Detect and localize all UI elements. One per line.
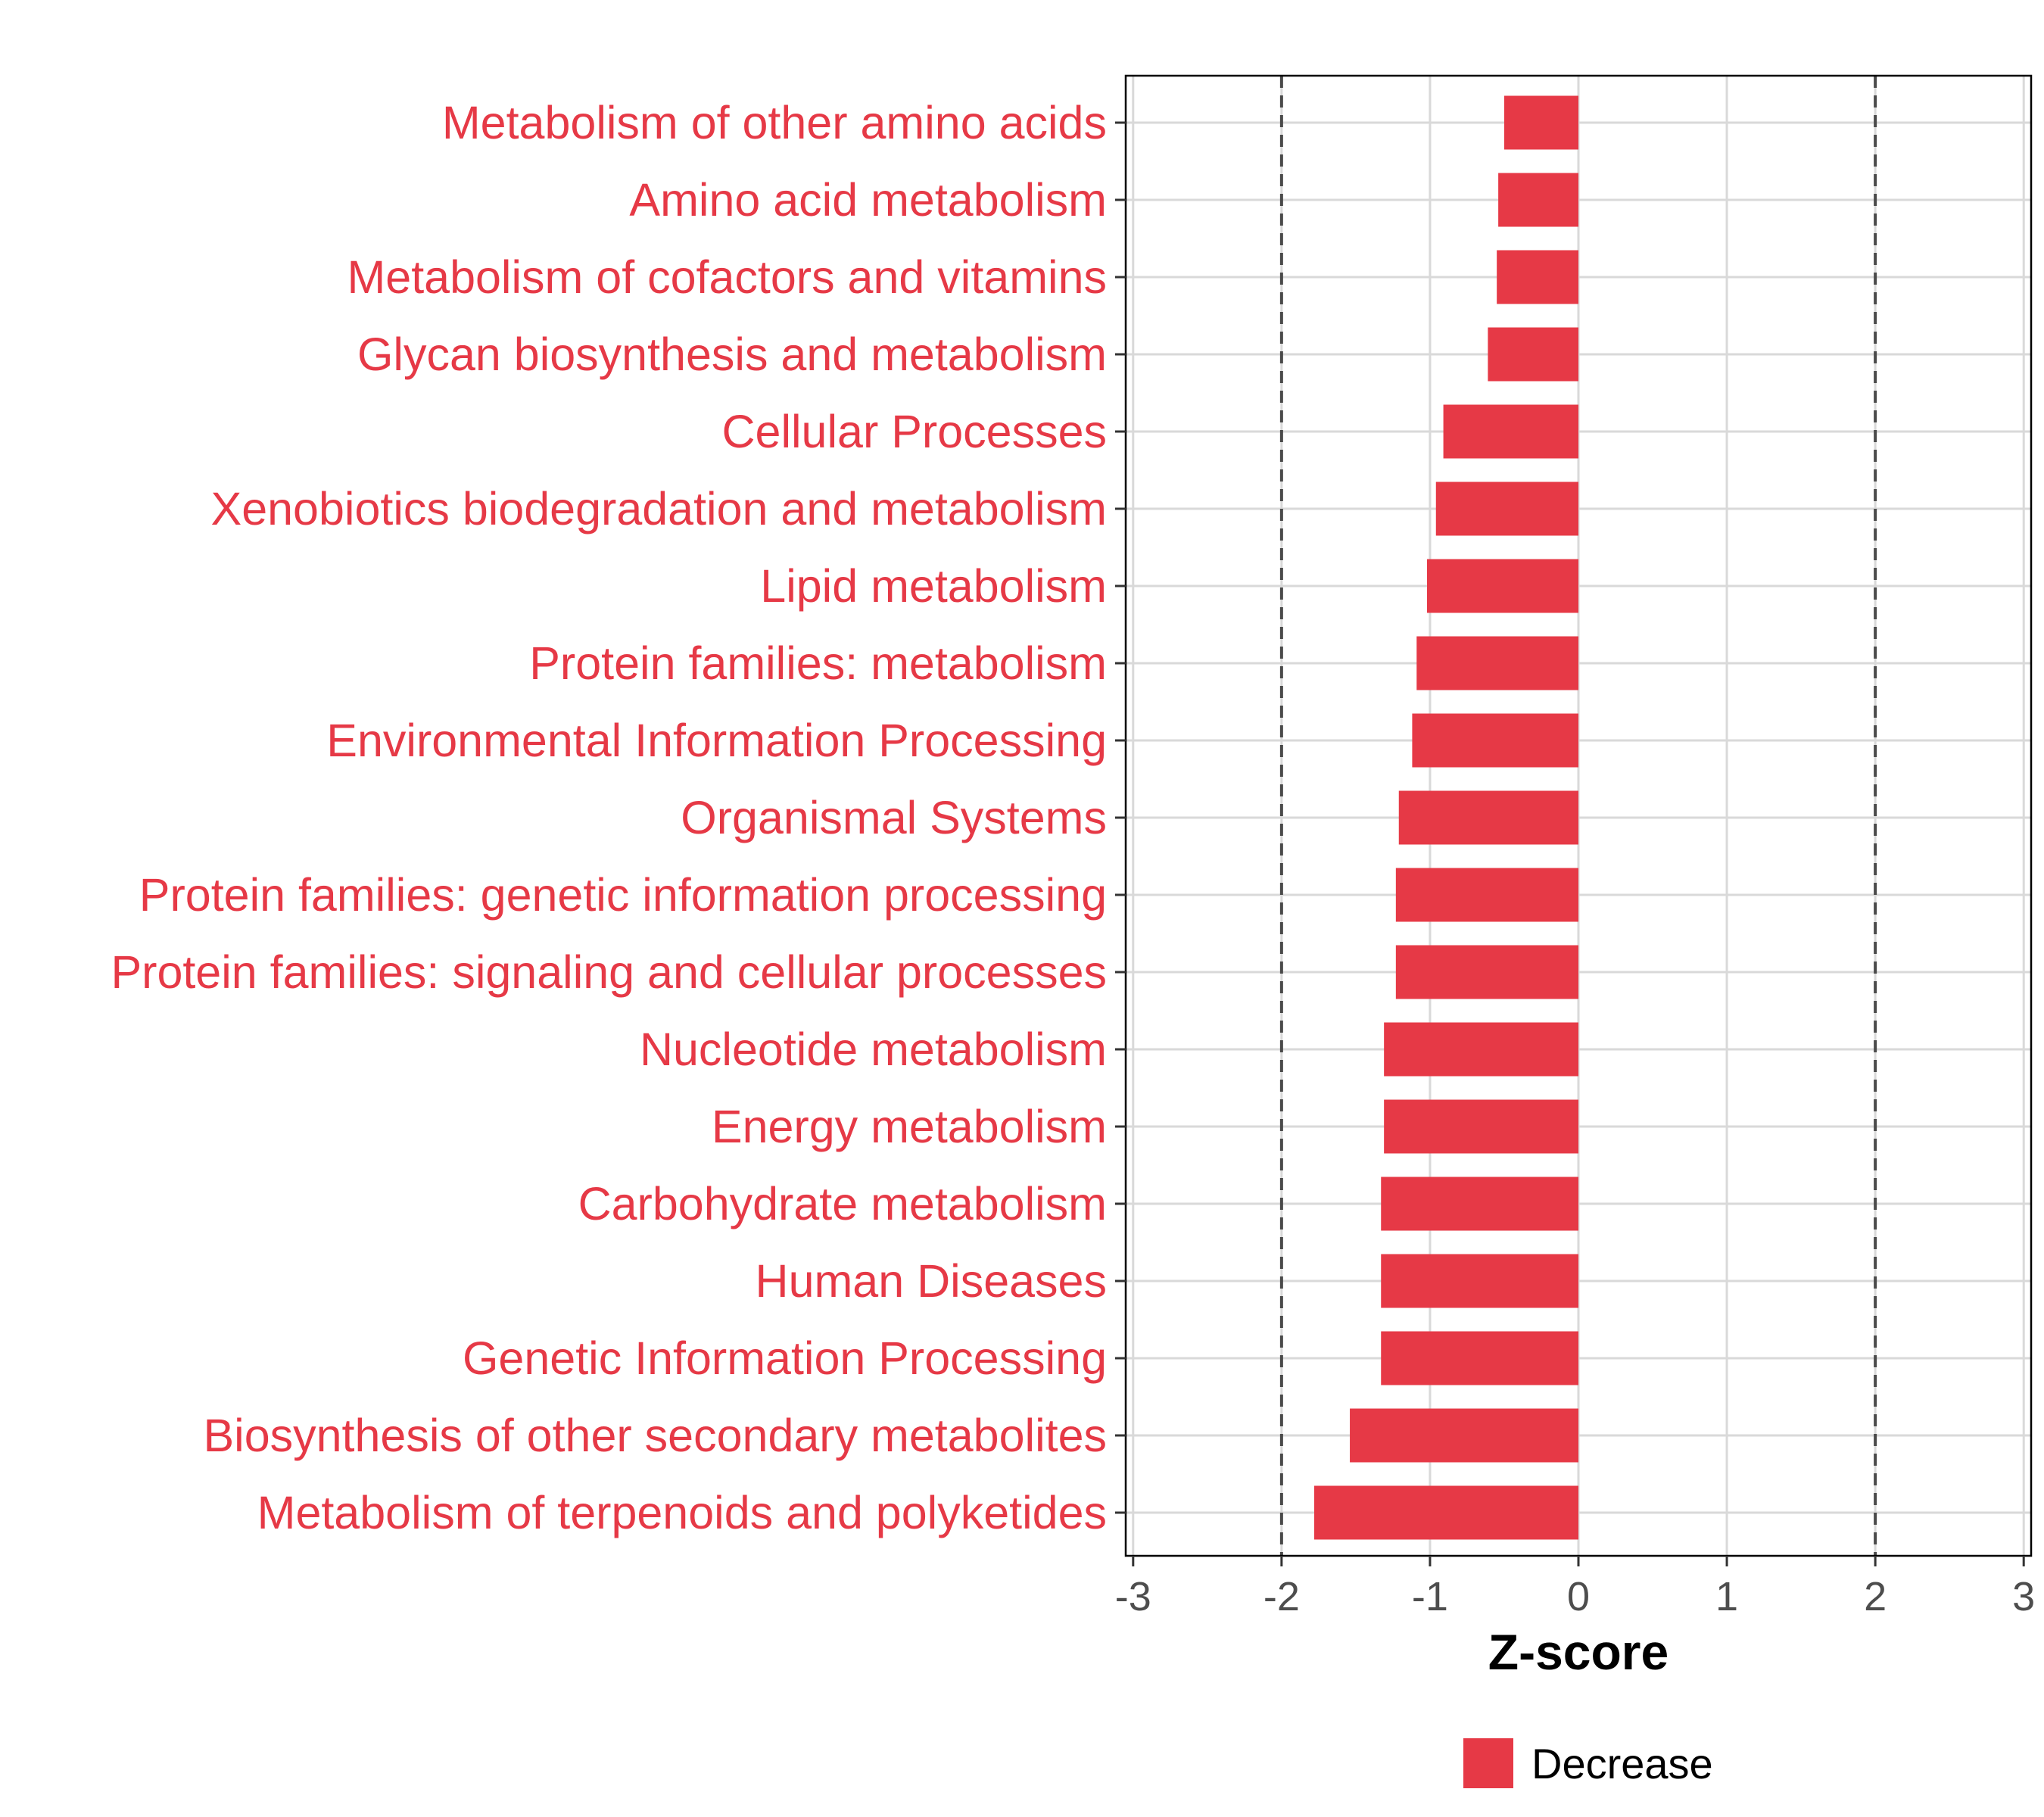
legend: Decrease <box>1463 1738 1713 1788</box>
legend-key-decrease <box>1463 1738 1513 1788</box>
bar <box>1381 1331 1578 1385</box>
category-label: Metabolism of other amino acids <box>442 97 1107 148</box>
category-label: Lipid metabolism <box>760 560 1107 612</box>
bar <box>1314 1485 1578 1540</box>
category-label: Carbohydrate metabolism <box>578 1178 1107 1230</box>
bar <box>1443 404 1578 459</box>
x-tick-label: 2 <box>1864 1574 1887 1619</box>
bar <box>1395 868 1578 922</box>
x-tick-layer: -3 -2 -1 0 1 2 3 <box>1115 1556 2035 1619</box>
category-label: Protein families: genetic information pr… <box>139 869 1107 921</box>
category-label: Organismal Systems <box>681 792 1107 843</box>
bar <box>1381 1254 1578 1308</box>
category-label: Environmental Information Processing <box>326 715 1107 766</box>
bar <box>1412 713 1578 768</box>
category-label: Amino acid metabolism <box>629 174 1107 226</box>
category-label: Genetic Information Processing <box>463 1332 1107 1384</box>
x-tick-label: -3 <box>1115 1574 1151 1619</box>
category-label: Human Diseases <box>756 1255 1107 1307</box>
x-tick-label: 1 <box>1715 1574 1738 1619</box>
category-label: Xenobiotics biodegradation and metabolis… <box>211 483 1107 535</box>
category-label: Protein families: metabolism <box>529 637 1107 689</box>
category-label: Biosynthesis of other secondary metaboli… <box>203 1410 1107 1461</box>
bar <box>1498 173 1578 227</box>
bar <box>1503 95 1578 150</box>
y-tick-layer <box>1115 121 1126 1514</box>
category-label: Cellular Processes <box>721 406 1107 457</box>
x-tick-label: -2 <box>1263 1574 1300 1619</box>
category-label: Protein families: signaling and cellular… <box>111 946 1107 998</box>
bar <box>1497 250 1578 304</box>
bar <box>1427 559 1578 613</box>
category-label: Metabolism of cofactors and vitamins <box>347 251 1107 303</box>
bar <box>1350 1408 1578 1463</box>
bar <box>1416 636 1578 690</box>
category-label: Metabolism of terpenoids and polyketides <box>257 1487 1107 1538</box>
x-tick-label: 0 <box>1567 1574 1590 1619</box>
bar <box>1435 482 1578 536</box>
bar <box>1384 1022 1578 1077</box>
bar <box>1384 1099 1578 1154</box>
x-tick-label: -1 <box>1412 1574 1448 1619</box>
bar-layer <box>1314 95 1578 1540</box>
category-label: Glycan biosynthesis and metabolism <box>357 329 1107 380</box>
bar <box>1488 327 1578 382</box>
bar <box>1398 790 1578 845</box>
bar <box>1381 1177 1578 1231</box>
bar <box>1395 945 1578 999</box>
category-label: Energy metabolism <box>712 1101 1107 1152</box>
category-label-layer: Metabolism of other amino acids Amino aci… <box>111 97 1107 1538</box>
x-axis-title: Z-score <box>1488 1624 1669 1680</box>
category-label: Nucleotide metabolism <box>640 1024 1107 1075</box>
threshold-layer <box>1279 76 1877 1556</box>
legend-label-decrease: Decrease <box>1531 1740 1713 1787</box>
x-tick-label: 3 <box>2012 1574 2035 1619</box>
